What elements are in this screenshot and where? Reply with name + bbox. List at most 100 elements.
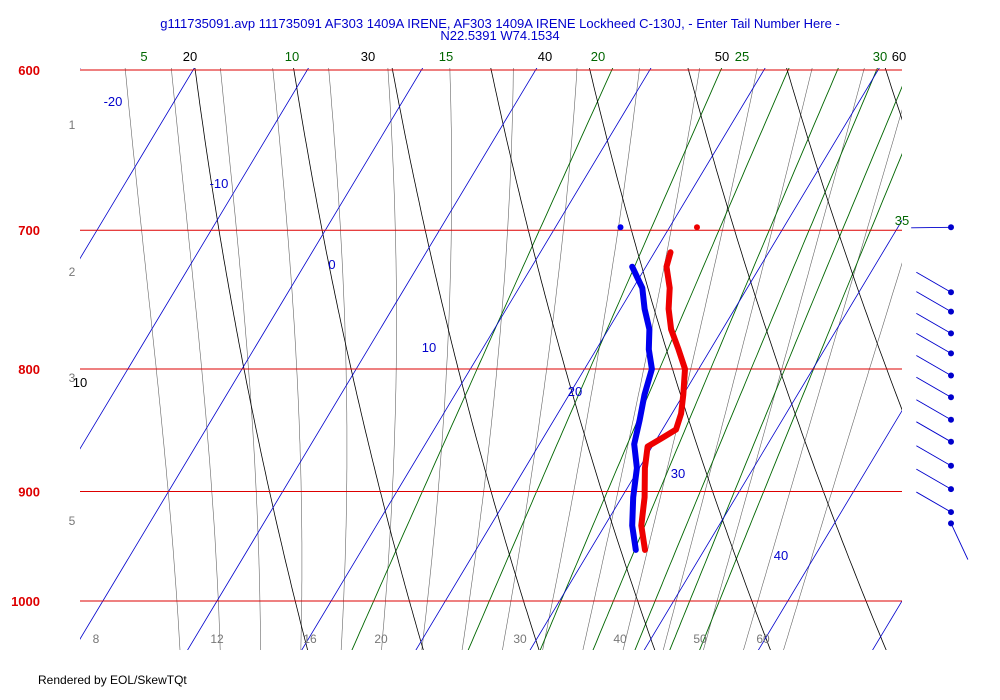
- dewpoint-profile: [629, 263, 655, 553]
- dry-adiabat-line: [293, 68, 424, 650]
- moist-adiabats: [124, 68, 902, 650]
- wind-barb-staff: [916, 355, 952, 376]
- pressure-label-700: 700: [18, 223, 40, 238]
- temperature-point: [693, 224, 700, 231]
- title-line-1: g111735091.avp 111735091 AF303 1409A IRE…: [160, 16, 840, 31]
- bottom-label: 40: [613, 632, 627, 646]
- moist-adiabat-line: [622, 68, 758, 650]
- isotherm-line: [0, 0, 8, 662]
- wind-barb-staff: [916, 376, 952, 398]
- moist-adiabat-line: [170, 68, 221, 650]
- bottom-label: 16: [303, 632, 317, 646]
- moist-adiabat-line: [381, 68, 397, 650]
- mixing-ratio-label: 20: [591, 49, 605, 64]
- wind-barbs: [911, 224, 969, 560]
- dry-adiabat-label: 30: [361, 49, 375, 64]
- isotherm-line: [643, 219, 902, 650]
- wind-barb-staff: [916, 332, 952, 354]
- mixing-ratio-label: 35: [895, 213, 909, 228]
- isotherm-line: [187, 68, 538, 650]
- mixing-ratio-label: 10: [285, 49, 299, 64]
- isotherm-line: [529, 68, 880, 650]
- moist-adiabat-line: [783, 262, 902, 650]
- moist-adiabat-line: [743, 109, 902, 650]
- isotherm-line: [872, 600, 902, 650]
- height-label: 3: [69, 371, 76, 385]
- isotherm-label: 20: [568, 384, 582, 399]
- footer-credit: Rendered by EOL/SkewTQt: [38, 673, 187, 687]
- title-line-2: N22.5391 W74.1534: [440, 28, 560, 43]
- wind-barb-staff: [916, 421, 952, 443]
- dry-adiabat-line: [884, 68, 902, 121]
- isotherm-label: 30: [671, 466, 685, 481]
- isotherm-label: -20: [104, 94, 123, 109]
- wind-barb-staff: [916, 271, 952, 293]
- moist-adiabat-line: [272, 68, 303, 650]
- dry-adiabat-label: 40: [538, 49, 552, 64]
- moist-adiabat-line: [502, 68, 578, 650]
- mixing-ratio-line: [467, 68, 723, 650]
- wind-barb-staff: [916, 491, 952, 513]
- wind-barb-staff: [916, 291, 952, 313]
- mixing-ratio-lines: [351, 68, 902, 650]
- mixing-ratio-label: 15: [439, 49, 453, 64]
- isotherm-line: [757, 409, 902, 650]
- pressure-label-1000: 1000: [11, 594, 40, 609]
- mixing-ratio-line: [699, 152, 902, 650]
- mixing-ratio-line: [539, 68, 790, 650]
- height-label: 2: [69, 265, 76, 279]
- mixing-ratio-line: [669, 85, 902, 650]
- isotherms: [0, 0, 902, 662]
- moist-adiabat-line: [461, 68, 514, 650]
- bottom-label: 60: [756, 632, 770, 646]
- mixing-ratio-line: [592, 68, 839, 650]
- dry-adiabat-label: 10: [73, 375, 87, 390]
- wind-barb-staff: [916, 445, 952, 467]
- dry-adiabat-label: 60: [892, 49, 906, 64]
- isotherm-line: [80, 68, 309, 450]
- dry-adiabat-line: [490, 68, 656, 650]
- moist-adiabat-line: [582, 68, 701, 650]
- dewpoint-point: [617, 224, 624, 231]
- isotherm-label: 0: [328, 257, 335, 272]
- height-label: 1: [69, 118, 76, 132]
- wind-barb-staff: [916, 468, 952, 490]
- moist-adiabat-line: [328, 68, 348, 650]
- isotherm-label: -10: [210, 176, 229, 191]
- moist-adiabat-line: [220, 68, 261, 650]
- wind-barb-staff: [950, 523, 969, 560]
- dry-adiabat-line: [687, 68, 887, 650]
- bottom-label: 50: [693, 632, 707, 646]
- sounding-profile: [617, 224, 700, 553]
- isotherm-line: [80, 68, 424, 640]
- height-label: 5: [69, 514, 76, 528]
- moist-adiabat-line: [662, 68, 813, 650]
- pressure-label-600: 600: [18, 63, 40, 78]
- bottom-label: 12: [210, 632, 224, 646]
- moist-adiabat-line: [124, 68, 181, 650]
- temperature-profile: [638, 249, 688, 553]
- isotherm-line: [415, 68, 766, 650]
- bottom-label: 8: [93, 632, 100, 646]
- dry-adiabat-line: [589, 68, 771, 650]
- moist-adiabat-line: [703, 68, 865, 650]
- pressure-label-800: 800: [18, 362, 40, 377]
- dry-adiabat-line: [960, 0, 1000, 662]
- isotherm-line: [301, 68, 652, 650]
- wind-barb-staff: [916, 312, 952, 334]
- dry-adiabat-line: [786, 68, 902, 411]
- dry-adiabat-line: [194, 68, 308, 650]
- dry-adiabat-label: 20: [183, 49, 197, 64]
- pressure-label-900: 900: [18, 484, 40, 499]
- isotherm-label: 40: [774, 548, 788, 563]
- bottom-label: 30: [513, 632, 527, 646]
- dry-adiabat-label: 50: [715, 49, 729, 64]
- dry-adiabat-line: [391, 68, 540, 650]
- mixing-ratio-label: 30: [873, 49, 887, 64]
- moist-adiabat-line: [421, 68, 453, 650]
- isotherm-label: 10: [422, 340, 436, 355]
- dry-adiabats: [194, 0, 1000, 662]
- wind-barb-staff: [911, 226, 952, 229]
